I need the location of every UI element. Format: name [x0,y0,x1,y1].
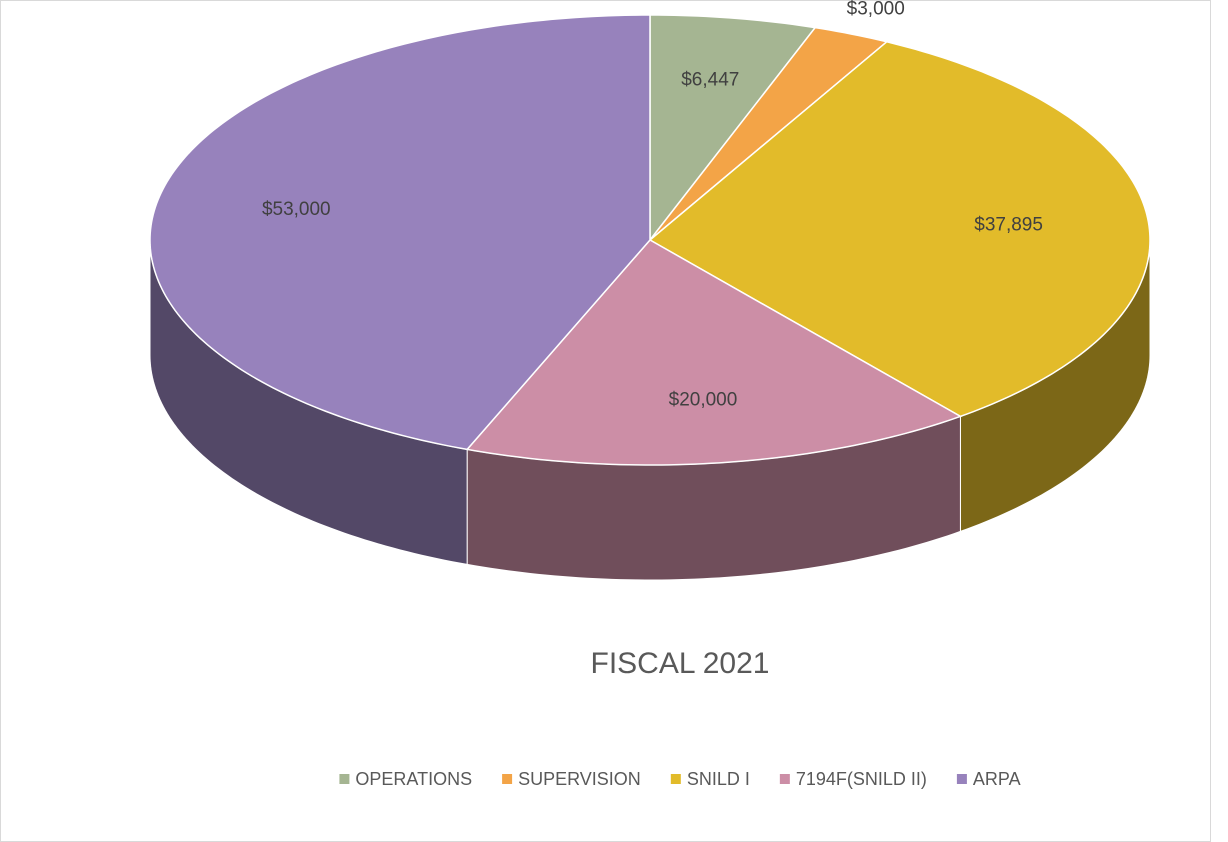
legend-swatch [339,774,350,784]
pie-slice [649,26,889,241]
pie-slice [649,14,817,243]
legend-swatch [670,774,681,784]
pie-slice [149,14,651,451]
legend-label: SNILD I [687,769,750,789]
pie-slice [648,40,1151,418]
data-label: $6,447 [681,69,739,90]
data-label: $20,000 [669,389,738,410]
legend-swatch [502,774,513,784]
legend-swatch [956,774,967,784]
pie-slice [465,239,963,466]
legend-label: ARPA [973,769,1021,789]
legend: OPERATIONS SUPERVISION SNILD I 7194F(SNILD … [339,769,1021,789]
legend-label: OPERATIONS [355,769,472,789]
data-label: $3,000 [847,0,905,19]
legend-swatch [779,774,790,784]
legend-label: SUPERVISION [518,769,641,789]
chart-title: FISCAL 2021 [591,647,770,680]
data-label: $53,000 [262,199,331,220]
legend-label: 7194F(SNILD II) [796,769,927,789]
data-label: $37,895 [974,215,1043,236]
